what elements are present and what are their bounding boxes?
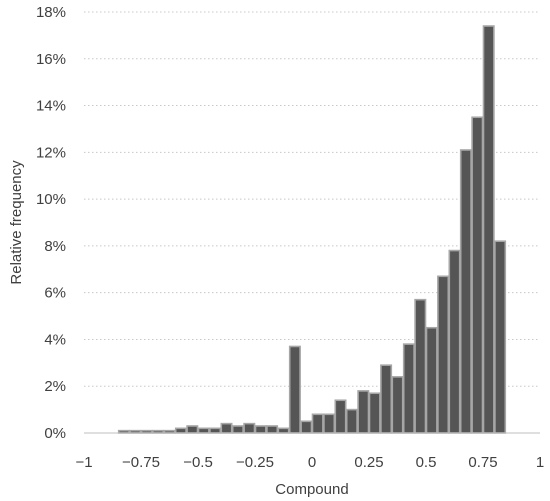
histogram-bar	[220, 422, 233, 434]
histogram-bar	[494, 240, 507, 434]
x-axis-ticks: −1 −0.75 −0.5 −0.25 0 0.25 0.5 0.75 1	[75, 454, 544, 471]
histogram-bar	[368, 392, 381, 434]
histogram-bar	[459, 149, 472, 434]
histogram-bar	[402, 343, 415, 434]
y-tick-label: 14%	[36, 98, 66, 115]
x-tick-label: −0.25	[236, 454, 274, 471]
x-tick-label: 1	[536, 454, 544, 471]
histogram-bar	[243, 422, 256, 434]
y-tick-label: 18%	[36, 4, 66, 21]
y-tick-label: 2%	[44, 378, 66, 395]
y-tick-label: 16%	[36, 51, 66, 68]
histogram-bar	[345, 408, 358, 434]
histogram-bar	[209, 427, 222, 434]
x-tick-label: −0.5	[183, 454, 213, 471]
histogram-bar	[437, 275, 450, 434]
histogram-bar	[425, 326, 438, 434]
bars	[117, 25, 507, 434]
histogram-bar	[231, 425, 244, 434]
x-tick-label: 0	[308, 454, 316, 471]
y-tick-label: 10%	[36, 191, 66, 208]
y-axis-ticks: 0% 2% 4% 6% 8% 10% 12% 14% 16% 18%	[36, 4, 66, 442]
y-tick-label: 0%	[44, 425, 66, 442]
grid-lines	[84, 11, 540, 387]
y-axis-title: Relative frequency	[8, 160, 25, 285]
x-tick-label: 0.75	[468, 454, 497, 471]
histogram-bar	[357, 390, 370, 434]
x-tick-label: −0.75	[122, 454, 160, 471]
histogram-bar	[254, 425, 267, 434]
histogram-bar	[277, 427, 290, 434]
y-tick-label: 8%	[44, 238, 66, 255]
histogram-bar	[186, 425, 199, 434]
y-tick-label: 12%	[36, 144, 66, 161]
x-tick-label: 0.25	[354, 454, 383, 471]
histogram-bar	[471, 116, 484, 434]
histogram-bar	[482, 25, 495, 434]
histogram-bar	[334, 399, 347, 434]
histogram-bar	[174, 427, 187, 434]
histogram-bar	[266, 425, 279, 434]
histogram-bar	[288, 345, 301, 434]
histogram-bar	[323, 413, 336, 434]
histogram-bar	[414, 298, 427, 434]
histogram-bar	[300, 420, 313, 434]
y-tick-label: 6%	[44, 285, 66, 302]
histogram-bar	[311, 413, 324, 434]
histogram-bar	[197, 427, 210, 434]
x-tick-label: −1	[75, 454, 92, 471]
y-tick-label: 4%	[44, 331, 66, 348]
histogram-bar	[448, 249, 461, 434]
histogram-bar	[391, 376, 404, 434]
x-axis-title: Compound	[275, 481, 348, 498]
histogram-bar	[380, 364, 393, 434]
x-tick-label: 0.5	[416, 454, 437, 471]
